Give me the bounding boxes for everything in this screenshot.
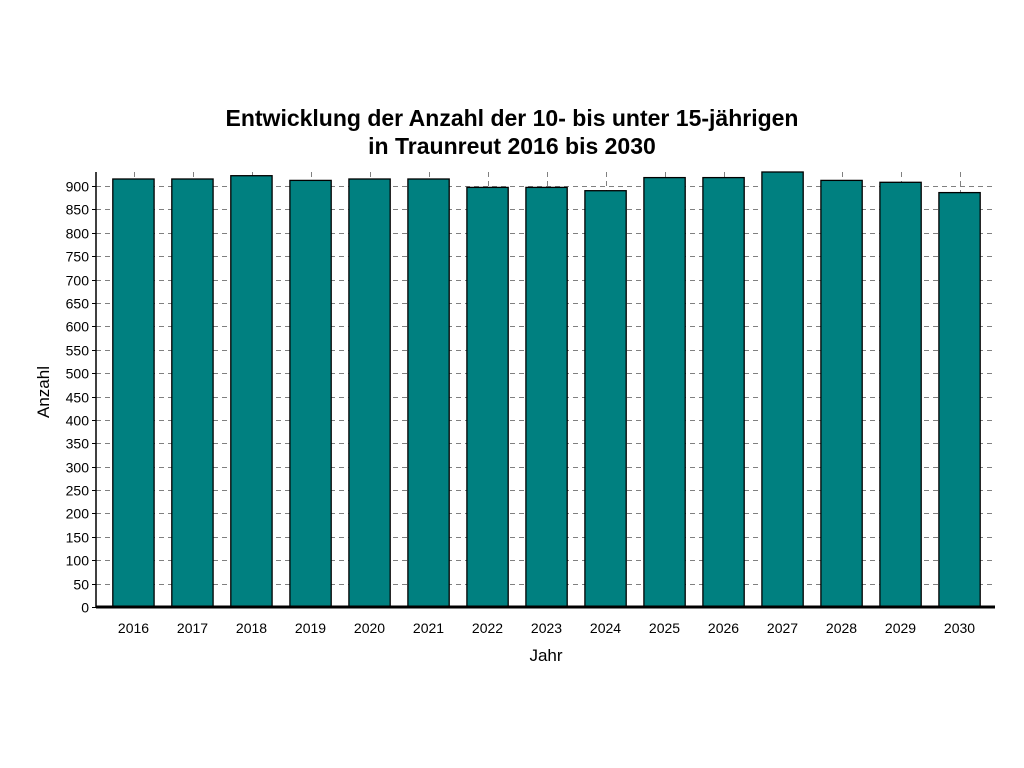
bar-2019	[289, 179, 332, 608]
y-tick-label: 850	[66, 202, 90, 218]
y-tick-label: 200	[66, 506, 90, 522]
x-tick-label: 2018	[236, 620, 267, 636]
bar-2027	[761, 171, 804, 608]
bar-2020	[348, 178, 391, 608]
bar-2025	[643, 176, 686, 608]
bar-2018	[230, 175, 273, 608]
y-tick-label: 0	[81, 600, 89, 616]
y-tick-label: 100	[66, 553, 90, 569]
bar-2029	[879, 181, 922, 608]
y-tick-label: 250	[66, 483, 90, 499]
x-tick-label: 2026	[708, 620, 739, 636]
x-tick-label: 2025	[649, 620, 680, 636]
bar-2021	[407, 178, 450, 608]
x-axis-label: Jahr	[529, 646, 562, 665]
bar-2022	[466, 186, 509, 608]
x-tick-label: 2021	[413, 620, 444, 636]
y-tick-label: 650	[66, 296, 90, 312]
chart-title-block: Entwicklung der Anzahl der 10- bis unter…	[0, 104, 1024, 160]
x-tick-label: 2019	[295, 620, 326, 636]
y-tick-label: 800	[66, 226, 90, 242]
y-tick-label: 750	[66, 249, 90, 265]
bar-2016	[112, 178, 155, 608]
x-tick-label: 2022	[472, 620, 503, 636]
y-tick-label: 900	[66, 179, 90, 195]
x-tick-label: 2017	[177, 620, 208, 636]
y-tick-label: 400	[66, 413, 90, 429]
y-tick-label: 500	[66, 366, 90, 382]
y-tick-label: 450	[66, 390, 90, 406]
x-tick-label: 2023	[531, 620, 562, 636]
x-tick-label: 2028	[826, 620, 857, 636]
y-tick-label: 350	[66, 436, 90, 452]
bar-2023	[525, 186, 568, 608]
x-tick-label: 2030	[944, 620, 975, 636]
bar-2030	[938, 191, 981, 608]
chart-subtitle: in Traunreut 2016 bis 2030	[368, 133, 656, 159]
bars	[112, 171, 981, 608]
x-tick-label: 2020	[354, 620, 385, 636]
bar-2017	[171, 178, 214, 608]
y-tick-label: 700	[66, 273, 90, 289]
y-tick-label: 550	[66, 343, 90, 359]
bar-2024	[584, 190, 627, 608]
y-tick-label: 50	[73, 577, 89, 593]
y-tick-label: 150	[66, 530, 90, 546]
y-axis-label: Anzahl	[34, 366, 53, 418]
x-tick-label: 2024	[590, 620, 621, 636]
tick-labels: 0 50 100 150 200 250 300 350 400 450 500 550 600 650 7…	[66, 179, 976, 637]
bar-2026	[702, 176, 745, 608]
y-tick-label: 300	[66, 460, 90, 476]
axes	[92, 172, 995, 609]
y-tick-label: 600	[66, 319, 90, 335]
bar-2028	[820, 179, 863, 608]
chart-title: Entwicklung der Anzahl der 10- bis unter…	[225, 105, 799, 131]
x-tick-label: 2016	[118, 620, 149, 636]
x-tick-label: 2027	[767, 620, 798, 636]
x-tick-label: 2029	[885, 620, 916, 636]
